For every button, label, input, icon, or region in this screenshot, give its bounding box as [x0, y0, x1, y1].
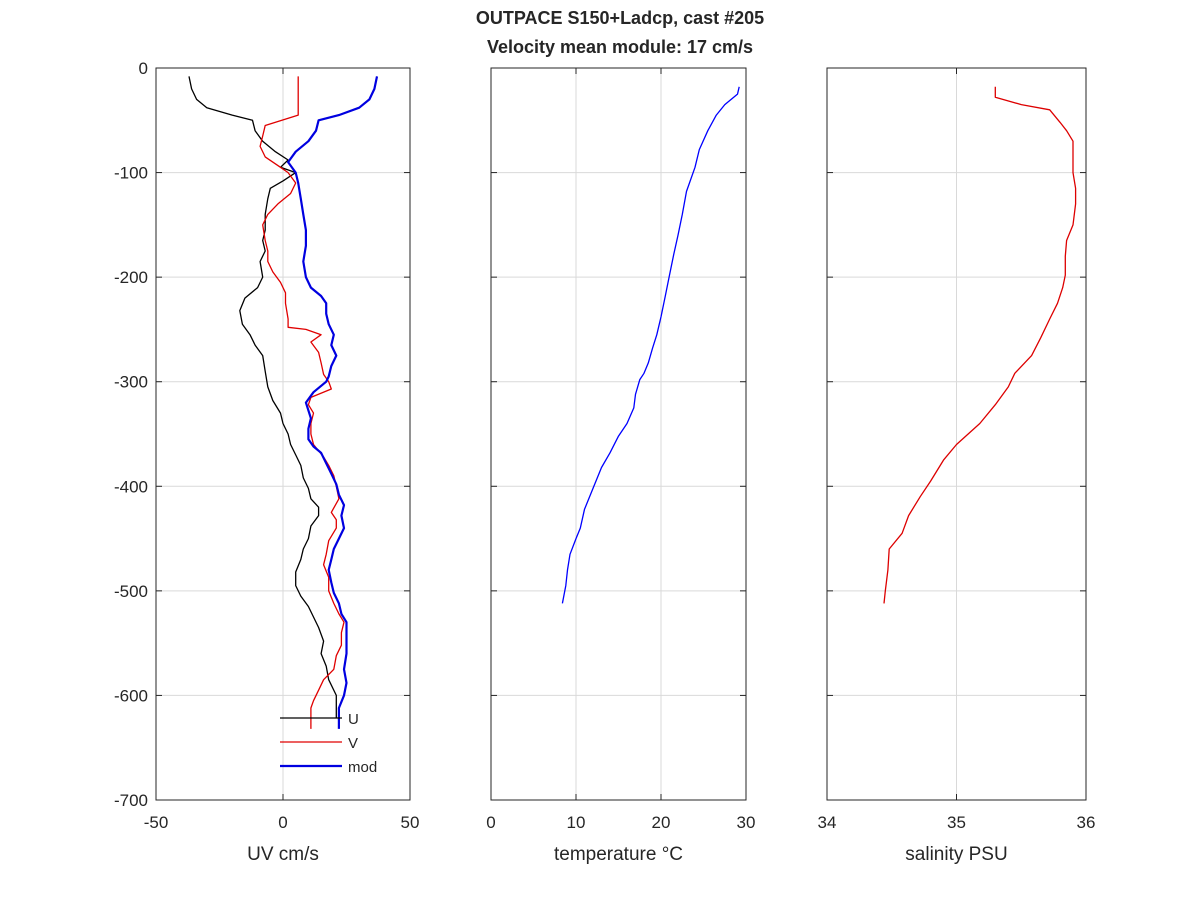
y-tick-label: -100: [114, 164, 148, 183]
panel-2: 0 10 20 30 temperature °C: [486, 67, 756, 865]
x-tick-label: 10: [567, 813, 586, 832]
series-line-mod: [287, 76, 379, 729]
x-tick-label: 30: [737, 813, 756, 832]
x-tick-label: 0: [278, 813, 287, 832]
x-tick-label: 50: [401, 813, 420, 832]
chart-title-line1: OUTPACE S150+Ladcp, cast #205: [476, 8, 764, 28]
plot-area: [491, 68, 746, 800]
x-tick-label: 36: [1077, 813, 1096, 832]
panel-3: 34 35 36 salinity PSU: [818, 67, 1096, 865]
legend-label-u: U: [348, 711, 359, 728]
y-tick-label: -400: [114, 477, 148, 496]
legend-label-mod: mod: [348, 759, 377, 776]
y-tick-label: -700: [114, 791, 148, 810]
x-axis-label: temperature °C: [554, 844, 683, 865]
legend-label-v: V: [348, 735, 358, 752]
y-tick-label: -200: [114, 268, 148, 287]
y-tick-label: -600: [114, 686, 148, 705]
y-tick-label: -300: [114, 373, 148, 392]
x-tick-label: 34: [818, 813, 837, 832]
y-tick-label: 0: [139, 59, 148, 78]
y-tick-label: -500: [114, 582, 148, 601]
x-tick-label: 35: [947, 813, 966, 832]
series-line-temperature: [561, 86, 740, 604]
series-line-salinity: [883, 86, 1077, 604]
x-axis-label: UV cm/s: [247, 844, 319, 865]
chart-title-line2: Velocity mean module: 17 cm/s: [487, 37, 753, 57]
x-axis-label: salinity PSU: [905, 844, 1007, 865]
x-tick-label: 0: [486, 813, 495, 832]
x-tick-label: 20: [652, 813, 671, 832]
series-line-u: [188, 76, 337, 719]
x-tick-label: -50: [144, 813, 169, 832]
axes-box: [490, 67, 747, 801]
